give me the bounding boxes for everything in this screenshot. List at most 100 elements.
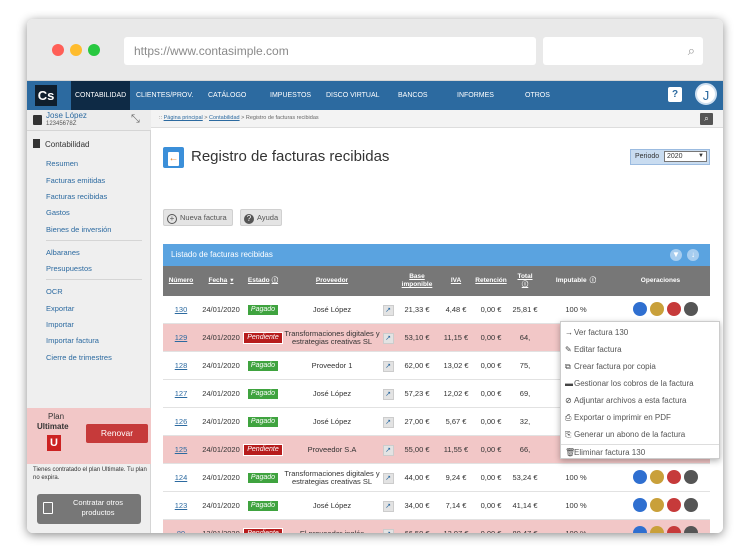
sidebar-item-importar-factura[interactable]: Importar factura [46, 336, 99, 345]
col-iva[interactable]: IVA [450, 277, 462, 284]
col-estado[interactable]: Estado ⓘ [243, 266, 283, 296]
attachment-icon[interactable] [633, 498, 647, 512]
collapse-sidebar-icon[interactable]: ⤡ [131, 113, 140, 125]
period-selector[interactable]: Periodo 2020 ▼ [630, 149, 710, 165]
pdf-icon[interactable] [667, 470, 681, 484]
nav-clientes[interactable]: CLIENTES/PROV. [136, 92, 194, 99]
col-fecha[interactable]: Fecha ▾ [199, 266, 243, 296]
cell-numero[interactable]: 129 [174, 333, 188, 342]
pdf-icon[interactable] [667, 526, 681, 533]
table-row[interactable]: 128 24/01/2020 Pagado Proveedor 1 ↗ 62,00 € 13… [163, 352, 710, 380]
nav-contabilidad[interactable]: CONTABILIDAD [71, 81, 131, 110]
trend-chart-icon[interactable]: ↗ [382, 528, 394, 533]
help-icon[interactable]: ? [668, 87, 682, 102]
trend-chart-icon[interactable]: ↗ [382, 444, 394, 456]
table-row[interactable]: 8913/01/2020PendienteEl proveedor inglés… [163, 520, 710, 533]
nav-bancos[interactable]: BANCOS [398, 92, 428, 99]
trend-chart-icon[interactable]: ↗ [382, 472, 394, 484]
cell-numero[interactable]: 128 [174, 361, 188, 370]
more-menu-icon[interactable] [684, 470, 698, 484]
menu-item-copiar[interactable]: ⧉ Crear factura por copia [565, 358, 656, 375]
menu-item-eliminar[interactable]: 🗑Eliminar factura 130 [565, 444, 645, 461]
trend-chart-icon[interactable]: ↗ [382, 416, 394, 428]
filter-icon[interactable]: ▼ [670, 249, 682, 261]
menu-item-adjuntar[interactable]: ⊘ Adjuntar archivos a esta factura [565, 392, 687, 409]
sidebar-item-exportar[interactable]: Exportar [46, 304, 75, 313]
nav-impuestos[interactable]: IMPUESTOS [270, 92, 312, 99]
address-bar[interactable]: https://www.contasimple.com ↻ [124, 37, 617, 65]
nav-otros[interactable]: OTROS [525, 92, 550, 99]
cell-numero[interactable]: 125 [174, 445, 188, 454]
cell-numero[interactable]: 89 [163, 520, 199, 534]
sidebar-item-gastos[interactable]: Gastos [46, 208, 70, 217]
trend-chart-icon[interactable]: ↗ [382, 388, 394, 400]
more-menu-icon[interactable] [684, 526, 698, 533]
table-row[interactable]: 127 24/01/2020 Pagado José López ↗ 57,23 € 12,… [163, 380, 710, 408]
trend-chart-icon[interactable]: ↗ [382, 500, 394, 512]
maximize-dot[interactable] [88, 44, 100, 56]
search-icon[interactable]: ⌕ [700, 113, 713, 125]
table-row[interactable]: 126 24/01/2020 Pagado José López ↗ 27,00 € 5,6… [163, 408, 710, 436]
nav-disco-virtual[interactable]: DISCO VIRTUAL [326, 92, 380, 99]
col-numero[interactable]: Número [168, 277, 194, 284]
sidebar-item-albaranes[interactable]: Albaranes [46, 248, 80, 257]
attachment-icon[interactable] [633, 470, 647, 484]
renew-button[interactable]: Renovar [86, 424, 148, 443]
cell-numero[interactable]: 127 [174, 389, 188, 398]
table-row[interactable]: 130 24/01/2020 Pagado José López ↗ 21,33 € 4,4… [163, 296, 710, 324]
sidebar-item-facturas-recibidas[interactable]: Facturas recibidas [46, 192, 108, 201]
menu-item-ver[interactable]: →Ver factura 130 [565, 324, 628, 341]
sidebar-item-ocr[interactable]: OCR [46, 287, 63, 296]
attachment-icon[interactable] [633, 302, 647, 316]
more-menu-icon[interactable] [684, 302, 698, 316]
trend-chart-icon[interactable]: ↗ [382, 304, 394, 316]
table-row[interactable]: 124 24/01/2020 Pagado Transformaciones digi… [163, 464, 710, 492]
payments-icon[interactable] [650, 526, 664, 533]
sidebar-item-bienes-inversion[interactable]: Bienes de inversión [46, 225, 112, 234]
avatar[interactable]: J [695, 83, 717, 105]
trend-chart-icon[interactable]: ↗ [382, 332, 394, 344]
contasimple-logo[interactable]: Cs [35, 85, 57, 106]
user-row[interactable]: Jose López 12345678Z ⤡ [27, 110, 151, 131]
pdf-icon[interactable] [667, 302, 681, 316]
payments-icon[interactable] [650, 302, 664, 316]
help-button[interactable]: ? Ayuda [240, 209, 282, 226]
menu-item-cobros[interactable]: ▬Gestionar los cobros de la factura [565, 375, 694, 392]
menu-item-abono[interactable]: ⎘ Generar un abono de la factura [565, 426, 685, 443]
close-dot[interactable] [52, 44, 64, 56]
cell-numero[interactable]: 126 [174, 417, 188, 426]
col-proveedor[interactable]: Proveedor [315, 277, 349, 284]
payments-icon[interactable] [650, 470, 664, 484]
cell-numero[interactable]: 123 [174, 501, 188, 510]
new-invoice-button[interactable]: + Nueva factura [163, 209, 233, 226]
nav-catalogo[interactable]: CATÁLOGO [208, 92, 247, 99]
contract-products-button[interactable]: Contratar otros productos [37, 494, 141, 524]
minimize-dot[interactable] [70, 44, 82, 56]
cell-numero[interactable]: 130 [174, 305, 188, 314]
col-base[interactable]: Base imponible [401, 273, 433, 288]
col-retencion[interactable]: Retención [475, 277, 507, 284]
sidebar-item-cierre-trimestres[interactable]: Cierre de trimestres [46, 353, 112, 362]
sidebar-item-resumen[interactable]: Resumen [46, 159, 79, 168]
sidebar-item-importar[interactable]: Importar [46, 320, 74, 329]
user-name[interactable]: Jose López [46, 111, 87, 120]
breadcrumb-home[interactable]: Página principal [163, 115, 203, 121]
nav-informes[interactable]: INFORMES [457, 92, 494, 99]
pdf-icon[interactable] [667, 498, 681, 512]
period-select[interactable]: 2020 ▼ [664, 151, 707, 162]
cell-numero[interactable]: 124 [174, 473, 188, 482]
breadcrumb-contabilidad[interactable]: Contabilidad [209, 115, 240, 121]
more-menu-icon[interactable] [684, 498, 698, 512]
col-total[interactable]: Total ⓘ [509, 266, 541, 296]
table-row[interactable]: 123 24/01/2020 Pagado José López ↗ 34,00 € 7,1… [163, 492, 710, 520]
payments-icon[interactable] [650, 498, 664, 512]
sidebar-item-presupuestos[interactable]: Presupuestos [46, 264, 92, 273]
browser-search-box[interactable]: ⌕ [543, 37, 703, 65]
menu-item-editar[interactable]: ✎ Editar factura [565, 341, 622, 358]
menu-item-exportar-pdf[interactable]: ⎙ Exportar o imprimir en PDF [565, 409, 671, 426]
cell-proveedor: José López [312, 501, 352, 510]
trend-chart-icon[interactable]: ↗ [382, 360, 394, 372]
sidebar-item-facturas-emitidas[interactable]: Facturas emitidas [46, 176, 106, 185]
attachment-icon[interactable] [633, 526, 647, 533]
download-icon[interactable]: ↓ [687, 249, 699, 261]
